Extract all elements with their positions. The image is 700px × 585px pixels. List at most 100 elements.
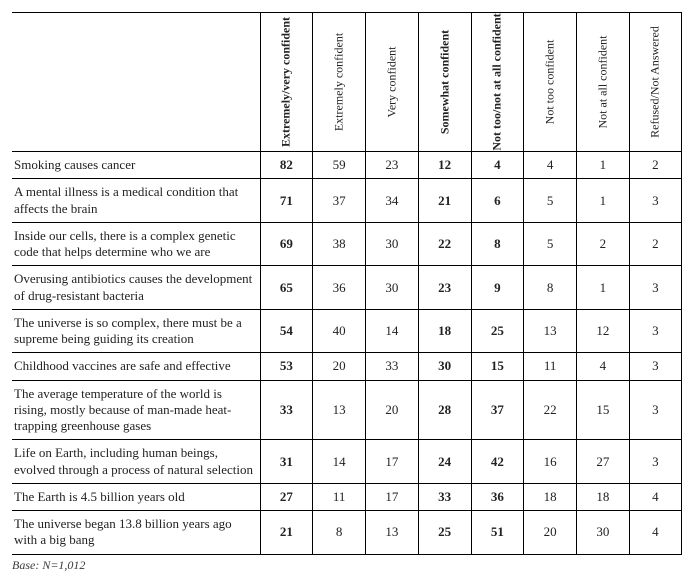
cell-value: 4 [471,152,524,179]
cell-value: 8 [313,511,366,555]
col-header-label: Extremely/very confident [280,17,293,147]
cell-value: 18 [577,483,630,510]
cell-value: 8 [524,266,577,310]
col-header: Extremely/very confident [260,13,313,152]
cell-value: 27 [577,440,630,484]
cell-value: 28 [418,380,471,440]
cell-value: 65 [260,266,313,310]
row-label: Childhood vaccines are safe and effectiv… [12,353,260,380]
cell-value: 82 [260,152,313,179]
cell-value: 1 [577,152,630,179]
table-row: Smoking causes cancer825923124412 [12,152,682,179]
row-label: The universe began 13.8 billion years ag… [12,511,260,555]
col-header-label: Not too/not at all confident [491,13,504,150]
header-stub [12,13,260,152]
cell-value: 4 [629,483,681,510]
col-header-label: Very confident [385,47,398,118]
cell-value: 6 [471,179,524,223]
table-row: A mental illness is a medical condition … [12,179,682,223]
cell-value: 23 [418,266,471,310]
cell-value: 40 [313,309,366,353]
table-row: Overusing antibiotics causes the develop… [12,266,682,310]
cell-value: 2 [629,222,681,266]
cell-value: 17 [366,440,419,484]
cell-value: 30 [366,222,419,266]
cell-value: 12 [577,309,630,353]
cell-value: 20 [313,353,366,380]
cell-value: 36 [313,266,366,310]
cell-value: 31 [260,440,313,484]
cell-value: 33 [366,353,419,380]
table-row: The universe began 13.8 billion years ag… [12,511,682,555]
col-header-label: Refused/Not Answered [649,26,662,138]
cell-value: 3 [629,179,681,223]
table-row: The average temperature of the world is … [12,380,682,440]
col-header: Very confident [366,13,419,152]
cell-value: 15 [577,380,630,440]
cell-value: 54 [260,309,313,353]
cell-value: 27 [260,483,313,510]
cell-value: 11 [524,353,577,380]
row-label: A mental illness is a medical condition … [12,179,260,223]
table-row: Inside our cells, there is a complex gen… [12,222,682,266]
cell-value: 18 [524,483,577,510]
cell-value: 8 [471,222,524,266]
table-row: Life on Earth, including human beings, e… [12,440,682,484]
cell-value: 5 [524,179,577,223]
col-header-label: Extremely confident [333,33,346,131]
row-label: The Earth is 4.5 billion years old [12,483,260,510]
col-header: Somewhat confident [418,13,471,152]
col-header-label: Not too confident [544,40,557,125]
confidence-table: Extremely/very confident Extremely confi… [12,12,682,555]
table-body: Smoking causes cancer825923124412A menta… [12,152,682,555]
cell-value: 37 [313,179,366,223]
cell-value: 33 [418,483,471,510]
cell-value: 20 [524,511,577,555]
cell-value: 21 [260,511,313,555]
cell-value: 21 [418,179,471,223]
cell-value: 25 [418,511,471,555]
table-row: The universe is so complex, there must b… [12,309,682,353]
cell-value: 59 [313,152,366,179]
cell-value: 12 [418,152,471,179]
row-label: Overusing antibiotics causes the develop… [12,266,260,310]
cell-value: 30 [418,353,471,380]
cell-value: 3 [629,309,681,353]
cell-value: 69 [260,222,313,266]
cell-value: 13 [313,380,366,440]
table-row: Childhood vaccines are safe and effectiv… [12,353,682,380]
cell-value: 16 [524,440,577,484]
cell-value: 14 [313,440,366,484]
cell-value: 1 [577,179,630,223]
cell-value: 22 [418,222,471,266]
cell-value: 2 [577,222,630,266]
header-row: Extremely/very confident Extremely confi… [12,13,682,152]
cell-value: 22 [524,380,577,440]
cell-value: 42 [471,440,524,484]
cell-value: 3 [629,440,681,484]
cell-value: 33 [260,380,313,440]
cell-value: 15 [471,353,524,380]
col-header: Not too/not at all confident [471,13,524,152]
cell-value: 3 [629,353,681,380]
cell-value: 25 [471,309,524,353]
cell-value: 4 [629,511,681,555]
col-header: Refused/Not Answered [629,13,681,152]
cell-value: 17 [366,483,419,510]
col-header: Not too confident [524,13,577,152]
cell-value: 53 [260,353,313,380]
cell-value: 13 [366,511,419,555]
cell-value: 30 [577,511,630,555]
col-header: Not at all confident [577,13,630,152]
cell-value: 5 [524,222,577,266]
cell-value: 36 [471,483,524,510]
cell-value: 71 [260,179,313,223]
cell-value: 24 [418,440,471,484]
row-label: Life on Earth, including human beings, e… [12,440,260,484]
cell-value: 23 [366,152,419,179]
cell-value: 38 [313,222,366,266]
row-label: The average temperature of the world is … [12,380,260,440]
table-row: The Earth is 4.5 billion years old271117… [12,483,682,510]
cell-value: 4 [577,353,630,380]
cell-value: 30 [366,266,419,310]
